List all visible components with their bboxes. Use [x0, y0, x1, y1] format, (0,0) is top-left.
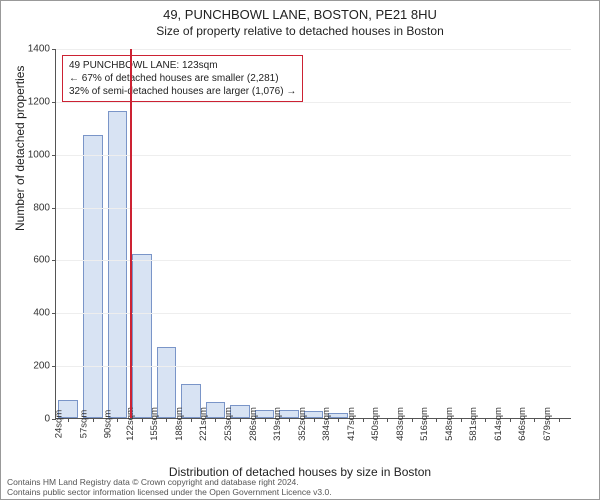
x-tick: [240, 418, 241, 422]
x-tick-label: 417sqm: [346, 407, 357, 441]
bar: [108, 111, 128, 418]
bar-slot: 90sqm: [105, 49, 130, 418]
bar-slot: 188sqm: [179, 49, 204, 418]
x-tick: [93, 418, 94, 422]
grid-line: [56, 49, 571, 50]
y-tick-label: 400: [33, 308, 56, 319]
x-tick: [265, 418, 266, 422]
grid-line: [56, 208, 571, 209]
x-tick-label: 319sqm: [272, 407, 283, 441]
x-tick: [142, 418, 143, 422]
bar-slot: 646sqm: [522, 49, 547, 418]
bar: [83, 135, 103, 418]
x-tick-label: 450sqm: [370, 407, 381, 441]
grid-line: [56, 260, 571, 261]
x-tick: [166, 418, 167, 422]
x-tick-label: 352sqm: [297, 407, 308, 441]
footer-line: Contains public sector information licen…: [7, 487, 332, 497]
y-axis-title: Number of detached properties: [13, 66, 27, 231]
x-tick: [461, 418, 462, 422]
x-tick: [412, 418, 413, 422]
x-tick: [534, 418, 535, 422]
x-tick-label: 516sqm: [419, 407, 430, 441]
x-tick-label: 253sqm: [223, 407, 234, 441]
marker-line: [130, 49, 132, 418]
bar-slot: 24sqm: [56, 49, 81, 418]
y-tick-label: 200: [33, 361, 56, 372]
bar-slot: 352sqm: [301, 49, 326, 418]
x-tick: [338, 418, 339, 422]
footer-line: Contains HM Land Registry data © Crown c…: [7, 477, 332, 487]
x-tick: [510, 418, 511, 422]
grid-line: [56, 155, 571, 156]
bars-group: 24sqm57sqm90sqm122sqm155sqm188sqm221sqm2…: [56, 49, 571, 418]
bar-slot: 548sqm: [449, 49, 474, 418]
x-tick: [387, 418, 388, 422]
x-tick-label: 646sqm: [517, 407, 528, 441]
page-subtitle: Size of property relative to detached ho…: [1, 24, 599, 38]
bar-slot: 679sqm: [547, 49, 572, 418]
x-tick-label: 548sqm: [444, 407, 455, 441]
x-tick: [559, 418, 560, 422]
bar-slot: 614sqm: [498, 49, 523, 418]
x-tick-label: 679sqm: [542, 407, 553, 441]
y-tick-label: 1200: [28, 96, 56, 107]
plot-area: 49 PUNCHBOWL LANE: 123sqm ← 67% of detac…: [55, 49, 571, 419]
x-tick: [191, 418, 192, 422]
x-tick-label: 57sqm: [79, 410, 90, 439]
y-tick-label: 0: [44, 414, 56, 425]
bar: [132, 254, 152, 418]
x-tick-label: 581sqm: [468, 407, 479, 441]
page-title: 49, PUNCHBOWL LANE, BOSTON, PE21 8HU: [1, 7, 599, 22]
x-tick-label: 286sqm: [248, 407, 259, 441]
x-tick-label: 90sqm: [103, 410, 114, 439]
x-tick: [363, 418, 364, 422]
x-tick: [485, 418, 486, 422]
x-tick: [436, 418, 437, 422]
x-tick-label: 384sqm: [321, 407, 332, 441]
y-tick-label: 800: [33, 202, 56, 213]
x-tick: [68, 418, 69, 422]
bar-slot: 450sqm: [375, 49, 400, 418]
chart-container: 49, PUNCHBOWL LANE, BOSTON, PE21 8HU Siz…: [0, 0, 600, 500]
grid-line: [56, 366, 571, 367]
y-tick-label: 1000: [28, 149, 56, 160]
x-tick: [289, 418, 290, 422]
bar-slot: 483sqm: [399, 49, 424, 418]
x-tick-label: 483sqm: [395, 407, 406, 441]
bar-slot: 253sqm: [228, 49, 253, 418]
y-tick-label: 600: [33, 255, 56, 266]
x-tick-label: 155sqm: [149, 407, 160, 441]
bar-slot: 516sqm: [424, 49, 449, 418]
bar-slot: 221sqm: [203, 49, 228, 418]
x-tick-label: 614sqm: [493, 407, 504, 441]
bar-slot: 57sqm: [81, 49, 106, 418]
bar-slot: 122sqm: [130, 49, 155, 418]
bar-slot: 319sqm: [277, 49, 302, 418]
x-tick: [117, 418, 118, 422]
y-tick-label: 1400: [28, 44, 56, 55]
bar-slot: 417sqm: [350, 49, 375, 418]
x-tick: [215, 418, 216, 422]
bar-slot: 155sqm: [154, 49, 179, 418]
x-tick-label: 188sqm: [174, 407, 185, 441]
footer-text: Contains HM Land Registry data © Crown c…: [7, 477, 332, 497]
grid-line: [56, 102, 571, 103]
x-tick: [314, 418, 315, 422]
bar-slot: 286sqm: [252, 49, 277, 418]
x-tick-label: 221sqm: [199, 407, 210, 441]
bar-slot: 384sqm: [326, 49, 351, 418]
grid-line: [56, 313, 571, 314]
bar-slot: 581sqm: [473, 49, 498, 418]
